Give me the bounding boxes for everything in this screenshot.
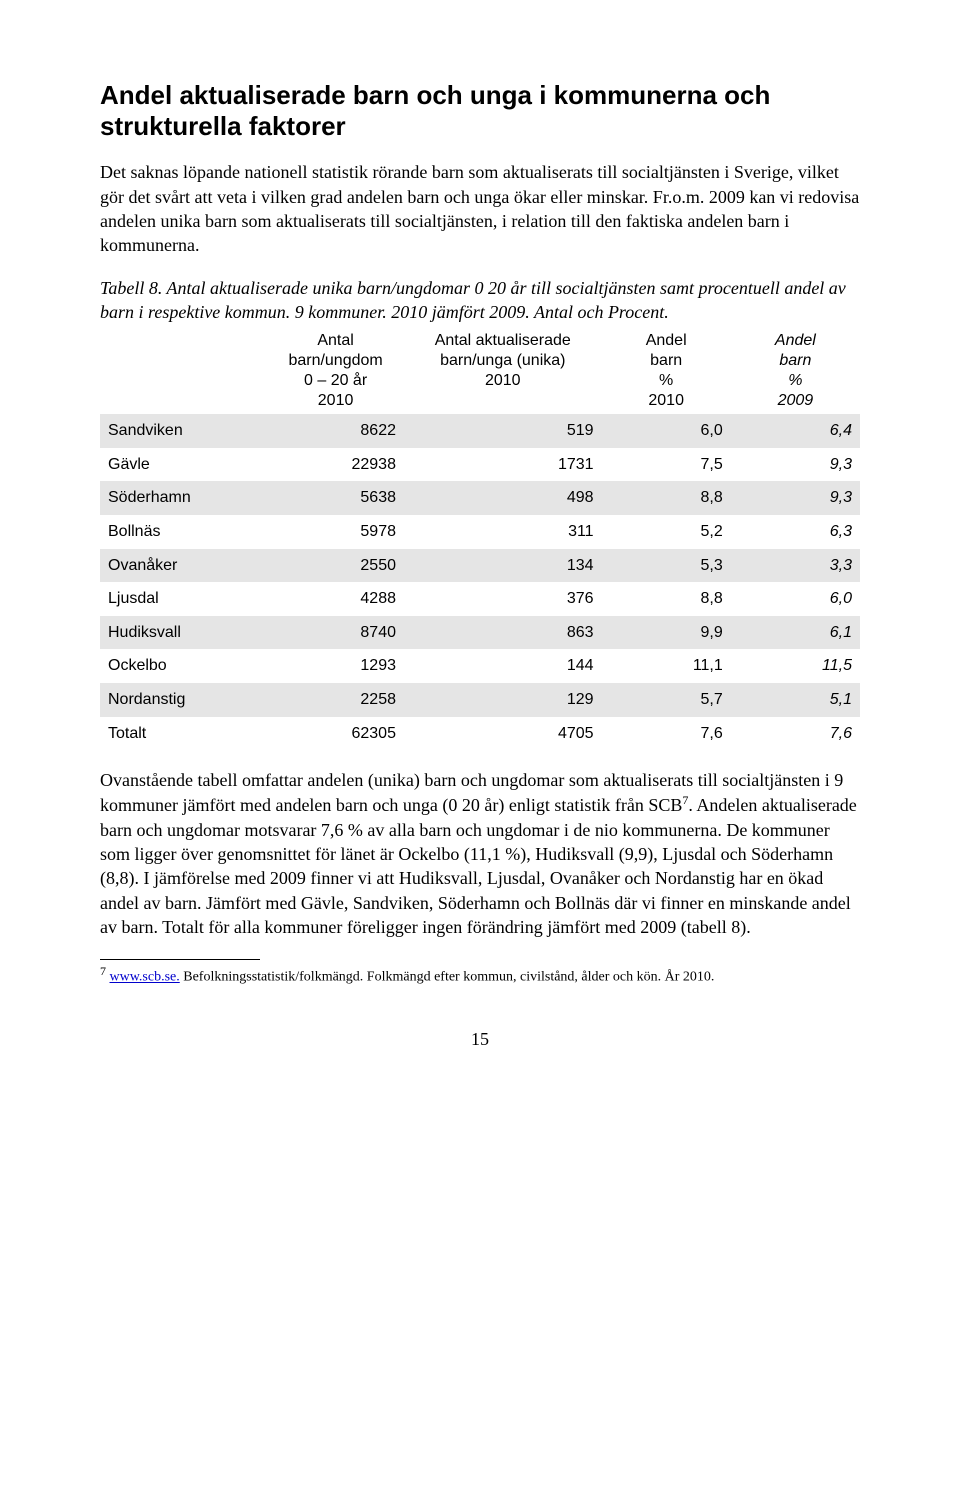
table-row: Söderhamn56384988,89,3 <box>100 481 860 515</box>
table-cell: Hudiksvall <box>100 616 267 650</box>
table-cell: 6,0 <box>602 414 731 448</box>
th-c1-l4: 2010 <box>318 392 354 409</box>
table-row: Nordanstig22581295,75,1 <box>100 683 860 717</box>
footnote-num: 7 <box>100 964 106 978</box>
table-header-row: Antal barn/ungdom 0 – 20 år 2010 Antal a… <box>100 328 860 414</box>
table-cell: 519 <box>404 414 602 448</box>
table-cell: 1731 <box>404 448 602 482</box>
table-cell: 4705 <box>404 717 602 751</box>
th-c3: Andel barn % 2010 <box>602 328 731 414</box>
table-cell: Bollnäs <box>100 515 267 549</box>
th-c1-l2: barn/ungdom <box>288 352 382 369</box>
table-caption: Tabell 8. Antal aktualiserade unika barn… <box>100 276 860 325</box>
table-cell: 8622 <box>267 414 404 448</box>
th-blank <box>100 328 267 414</box>
paragraph-2: Ovanstående tabell omfattar andelen (uni… <box>100 768 860 939</box>
table-cell: Ljusdal <box>100 582 267 616</box>
table-cell: Gävle <box>100 448 267 482</box>
th-c1: Antal barn/ungdom 0 – 20 år 2010 <box>267 328 404 414</box>
table-cell: 22938 <box>267 448 404 482</box>
table-cell: Ockelbo <box>100 649 267 683</box>
section-title: Andel aktualiserade barn och unga i komm… <box>100 80 860 142</box>
table-cell: 4288 <box>267 582 404 616</box>
table-cell: 6,1 <box>731 616 860 650</box>
footnote-divider <box>100 959 260 960</box>
table-cell: 11,5 <box>731 649 860 683</box>
table-cell: 8,8 <box>602 481 731 515</box>
table-cell: 2550 <box>267 549 404 583</box>
table-cell: 1293 <box>267 649 404 683</box>
th-c4-l2: barn <box>779 352 811 369</box>
th-c3-l2: barn <box>650 352 682 369</box>
table-cell: 7,6 <box>731 717 860 751</box>
table-cell: 5638 <box>267 481 404 515</box>
table-cell: Ovanåker <box>100 549 267 583</box>
table-cell: 376 <box>404 582 602 616</box>
table-row: Ljusdal42883768,86,0 <box>100 582 860 616</box>
footnote-link[interactable]: www.scb.se. <box>110 970 180 985</box>
table-cell: Söderhamn <box>100 481 267 515</box>
th-c2-l1: Antal aktualiserade <box>435 332 571 349</box>
table-row: Sandviken86225196,06,4 <box>100 414 860 448</box>
table-cell: 144 <box>404 649 602 683</box>
table-row: Ockelbo129314411,111,5 <box>100 649 860 683</box>
table-row: Bollnäs59783115,26,3 <box>100 515 860 549</box>
table-cell: 8,8 <box>602 582 731 616</box>
table-cell: 9,9 <box>602 616 731 650</box>
table-cell: 5,7 <box>602 683 731 717</box>
table-cell: 9,3 <box>731 448 860 482</box>
table-cell: 3,3 <box>731 549 860 583</box>
th-c2-l2: barn/unga (unika) <box>440 352 565 369</box>
table-cell: 6,0 <box>731 582 860 616</box>
th-c1-l1: Antal <box>317 332 353 349</box>
th-c4-l1: Andel <box>775 332 816 349</box>
table-body: Sandviken86225196,06,4Gävle2293817317,59… <box>100 414 860 750</box>
table-cell: 2258 <box>267 683 404 717</box>
paragraph-1: Det saknas löpande nationell statistik r… <box>100 160 860 257</box>
th-c3-l1: Andel <box>646 332 687 349</box>
table-cell: 7,6 <box>602 717 731 751</box>
table-cell: 129 <box>404 683 602 717</box>
table-cell: 6,4 <box>731 414 860 448</box>
table-cell: 7,5 <box>602 448 731 482</box>
table-cell: 498 <box>404 481 602 515</box>
th-c2-l3: 2010 <box>485 372 521 389</box>
data-table: Antal barn/ungdom 0 – 20 år 2010 Antal a… <box>100 328 860 750</box>
page-number: 15 <box>100 1027 860 1051</box>
th-c2: Antal aktualiserade barn/unga (unika) 20… <box>404 328 602 414</box>
th-c1-l3: 0 – 20 år <box>304 372 367 389</box>
table-cell: 863 <box>404 616 602 650</box>
table-cell: 62305 <box>267 717 404 751</box>
table-cell: Nordanstig <box>100 683 267 717</box>
table-cell: 311 <box>404 515 602 549</box>
th-c4-l4: 2009 <box>778 392 814 409</box>
table-row: Ovanåker25501345,33,3 <box>100 549 860 583</box>
table-cell: Sandviken <box>100 414 267 448</box>
table-cell: 5,3 <box>602 549 731 583</box>
table-cell: 9,3 <box>731 481 860 515</box>
para2-post: . Andelen aktualiserade barn och ungdoma… <box>100 795 857 936</box>
table-row: Gävle2293817317,59,3 <box>100 448 860 482</box>
table-cell: 6,3 <box>731 515 860 549</box>
table-cell: 134 <box>404 549 602 583</box>
table-cell: 8740 <box>267 616 404 650</box>
table-cell: Totalt <box>100 717 267 751</box>
table-cell: 5,2 <box>602 515 731 549</box>
th-c3-l4: 2010 <box>648 392 684 409</box>
table-cell: 5,1 <box>731 683 860 717</box>
footnote-rest: Befolkningsstatistik/folkmängd. Folkmäng… <box>180 970 715 985</box>
th-c4-l3: % <box>788 372 802 389</box>
table-row: Hudiksvall87408639,96,1 <box>100 616 860 650</box>
footnote-7: 7 www.scb.se. Befolkningsstatistik/folkm… <box>100 964 860 987</box>
th-c4: Andel barn % 2009 <box>731 328 860 414</box>
th-c3-l3: % <box>659 372 673 389</box>
table-cell: 5978 <box>267 515 404 549</box>
table-cell: 11,1 <box>602 649 731 683</box>
table-row: Totalt6230547057,67,6 <box>100 717 860 751</box>
